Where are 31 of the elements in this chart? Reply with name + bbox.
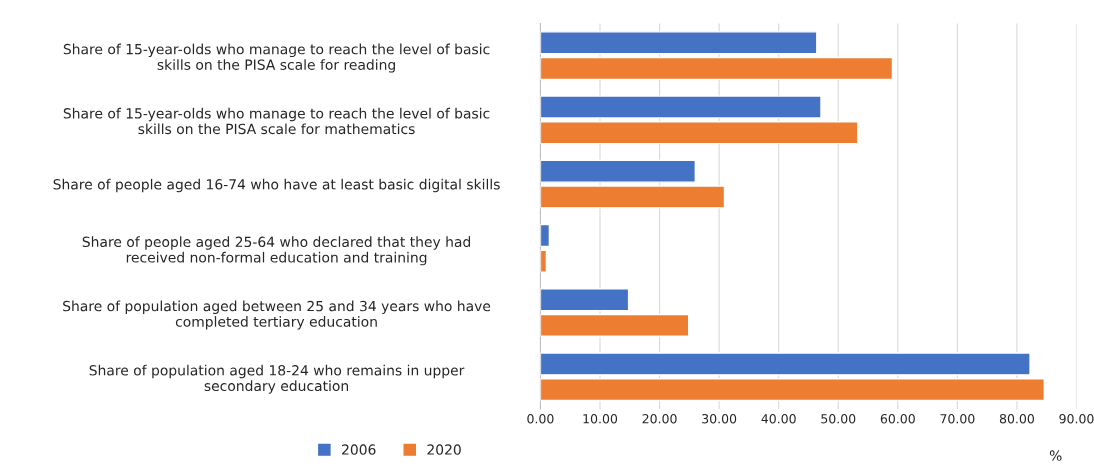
x-axis-title: %	[1049, 450, 1062, 461]
bar	[540, 288, 630, 312]
bar	[540, 56, 894, 81]
x-tick-label: 40.00	[761, 413, 796, 424]
x-tick-label: 20.00	[642, 413, 677, 424]
x-tick-label: 90.00	[1059, 413, 1094, 424]
y-tick-label: Share of population aged between 25 and 34 years who have completed tertiary education	[63, 300, 491, 330]
x-tick-label: 70.00	[940, 413, 975, 424]
bar	[540, 121, 859, 145]
bar	[540, 31, 818, 55]
y-tick-label: Share of 15-year-olds who manage to reach the level of basic skills on the PISA scale for reading	[63, 43, 490, 73]
bar	[540, 159, 696, 183]
x-tick-label: 10.00	[583, 413, 618, 424]
x-tick-label: 80.00	[999, 413, 1034, 424]
y-tick-label: Share of people aged 25-64 who declared that they had received non-formal education and training	[82, 236, 471, 266]
y-tick-label: Share of people aged 16-74 who have at least basic digital skills	[53, 178, 500, 193]
x-tick-label: 60.00	[880, 413, 915, 424]
x-tick-label: 30.00	[702, 413, 737, 424]
y-tick-label: Share of population aged 18-24 who remains in upper secondary education	[89, 364, 465, 394]
legend-label: 2020	[427, 444, 461, 455]
x-tick-label: 0.00	[527, 413, 554, 424]
bar	[540, 313, 690, 338]
bar	[540, 249, 548, 273]
bar	[540, 185, 726, 209]
legend-label: 2006	[342, 444, 376, 455]
y-tick-label: Share of 15-year-olds who manage to reach the level of basic skills on the PISA scale for mathematics	[63, 107, 490, 135]
bar	[540, 378, 1046, 402]
x-tick-label: 50.00	[821, 413, 856, 424]
bar	[540, 95, 822, 119]
bar	[540, 352, 1031, 376]
bar	[540, 223, 551, 248]
